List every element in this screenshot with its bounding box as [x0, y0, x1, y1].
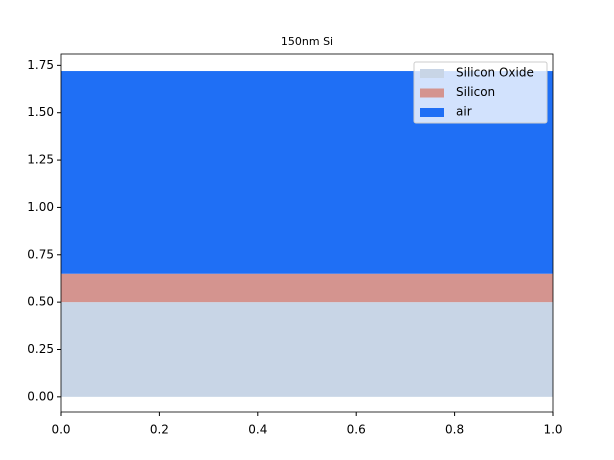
x-tick-label: 0.8 — [445, 423, 464, 437]
y-tick-label: 0.75 — [27, 247, 54, 261]
legend-label: Silicon Oxide — [456, 66, 534, 80]
y-tick-label: 1.00 — [27, 200, 54, 214]
y-tick-label: 1.75 — [27, 58, 54, 72]
chart-title: 150nm Si — [281, 35, 333, 48]
y-tick-label: 1.50 — [27, 105, 54, 119]
x-tick-label: 0.0 — [51, 423, 70, 437]
y-tick-label: 0.50 — [27, 295, 54, 309]
x-tick-label: 1.0 — [543, 423, 562, 437]
x-tick-label: 0.6 — [347, 423, 366, 437]
y-tick-label: 0.25 — [27, 342, 54, 356]
legend-swatch — [420, 108, 444, 117]
legend-swatch — [420, 69, 444, 78]
y-tick-label: 0.00 — [27, 389, 54, 403]
legend-box — [413, 61, 548, 124]
legend-label: air — [456, 105, 472, 119]
legend-label: Silicon — [456, 85, 495, 99]
layer — [61, 273, 553, 303]
plot-frame — [60, 53, 554, 413]
x-tick-label: 0.2 — [150, 423, 169, 437]
y-tick-label: 1.25 — [27, 153, 54, 167]
legend-swatch — [420, 88, 444, 98]
x-tick-label: 0.4 — [248, 423, 267, 437]
layer — [61, 302, 553, 397]
